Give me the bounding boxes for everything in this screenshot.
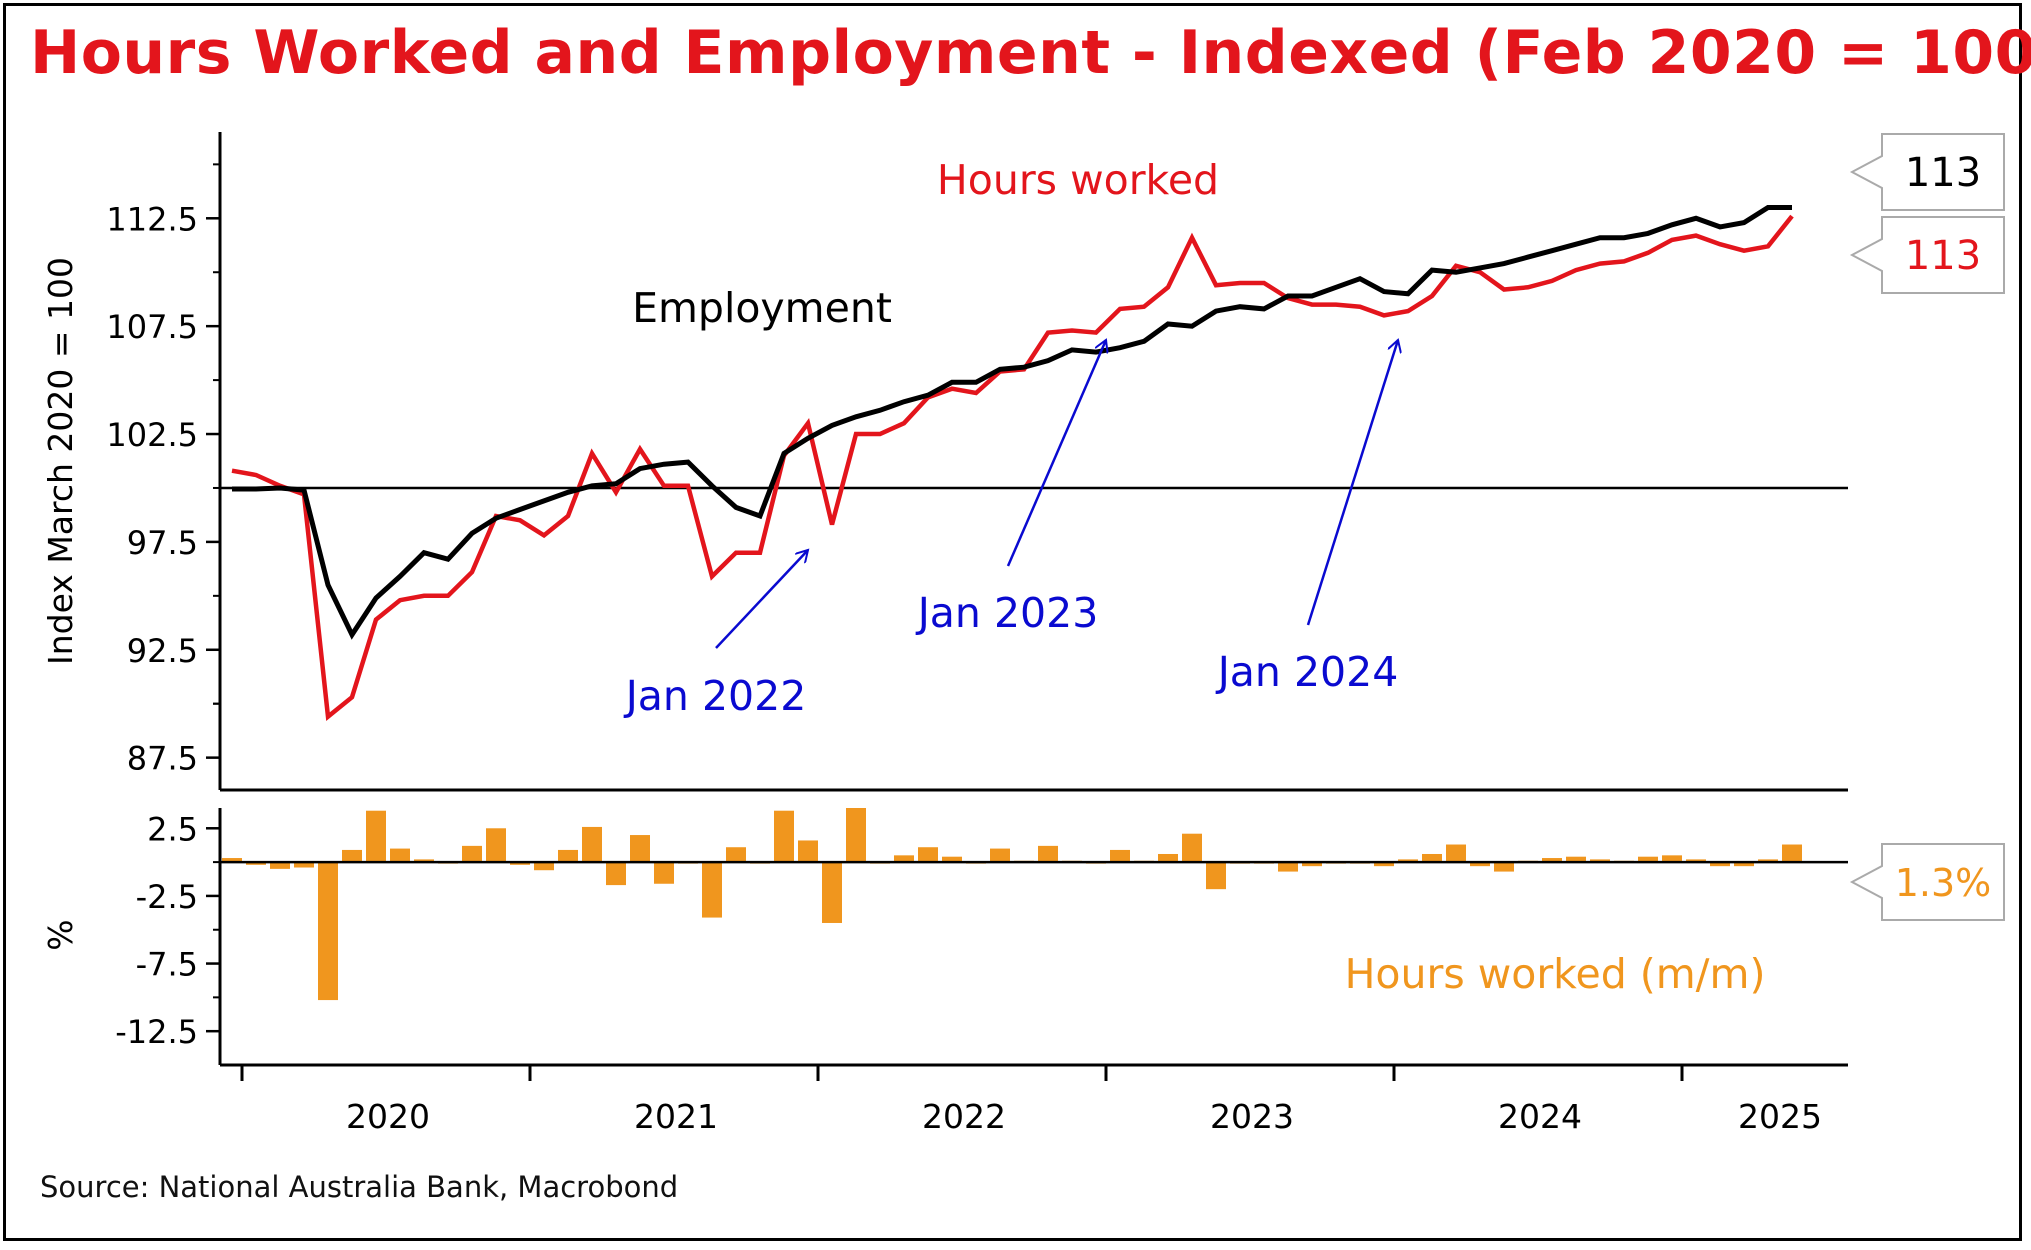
employment-end-label-box — [1849, 133, 2005, 211]
bar — [798, 840, 818, 863]
x-tick-label: 2021 — [634, 1097, 718, 1136]
bar — [1734, 862, 1754, 867]
bar — [942, 856, 962, 863]
bar — [1758, 859, 1778, 863]
jan-2024-arrow — [1306, 340, 1398, 626]
bar — [366, 810, 386, 863]
y-tick-label: 102.5 — [106, 416, 198, 454]
bar — [534, 862, 554, 871]
bar — [1158, 853, 1178, 863]
x-tick-label: 2025 — [1738, 1097, 1822, 1136]
bar — [1206, 862, 1226, 890]
x-tick-label: 2020 — [346, 1097, 430, 1136]
bar — [390, 848, 410, 863]
bar — [462, 845, 482, 863]
bar — [702, 862, 722, 918]
y-tick-label: 112.5 — [106, 200, 198, 238]
x-tick-label: 2024 — [1498, 1097, 1582, 1136]
jan-2022-label: Jan 2022 — [623, 672, 807, 720]
bar — [1110, 849, 1130, 863]
bar — [894, 855, 914, 863]
bar — [822, 862, 842, 923]
bar — [1662, 855, 1682, 863]
bar — [486, 828, 506, 863]
bar — [1422, 853, 1442, 863]
bar — [726, 847, 746, 863]
bar — [990, 848, 1010, 863]
employment-end-label-text: 113 — [1905, 150, 1981, 196]
bar — [606, 862, 626, 886]
main-panel: 87.5 92.5 97.5 102.5 107.5 112.5 Index March 2… — [41, 132, 2005, 792]
bar — [1038, 845, 1058, 863]
bar — [1686, 859, 1706, 863]
bar — [654, 862, 674, 884]
bar — [510, 862, 530, 865]
bar — [846, 808, 866, 863]
x-tick-label: 2022 — [922, 1097, 1006, 1136]
y-tick-label: 87.5 — [127, 740, 198, 778]
jan-2024-label: Jan 2024 — [1215, 648, 1399, 696]
y-tick-label: 92.5 — [127, 632, 198, 670]
employment-label: Employment — [632, 284, 892, 332]
bar — [1566, 856, 1586, 863]
hours-worked-label: Hours worked — [937, 156, 1219, 204]
x-tick-label: 2023 — [1210, 1097, 1294, 1136]
bar — [1398, 859, 1418, 863]
bar — [774, 810, 794, 863]
bar-y-tick-label: -2.5 — [136, 878, 198, 916]
hours-worked-end-label-box — [1849, 216, 2005, 294]
bar — [294, 862, 314, 868]
bar — [1710, 862, 1730, 867]
bar-y-tick-label: -12.5 — [115, 1013, 198, 1051]
bar — [1782, 844, 1802, 863]
x-axis: 2020 2021 2022 2023 2024 2025 — [240, 1065, 1822, 1136]
jan-2023-arrow — [1006, 340, 1106, 567]
bar — [918, 847, 938, 863]
source-note: Source: National Australia Bank, Macrobo… — [40, 1170, 679, 1204]
bar — [1374, 862, 1394, 867]
y-tick-label: 107.5 — [106, 308, 198, 346]
y-tick-label: 97.5 — [127, 524, 198, 562]
bar-panel: 2.5 -2.5 -7.5 -12.5% Hours worked (m/m) 1.3% — [41, 808, 2005, 1067]
bar — [1542, 858, 1562, 863]
bar — [342, 849, 362, 863]
bar — [246, 862, 266, 865]
bar — [414, 859, 434, 863]
bar-y-tick-label: 2.5 — [147, 810, 198, 848]
bar — [1494, 862, 1514, 872]
bar — [1446, 844, 1466, 863]
jan-2023-label: Jan 2023 — [915, 589, 1099, 637]
chart-title: Hours Worked and Employment - Indexed (F… — [30, 18, 2031, 88]
bar — [222, 858, 242, 863]
bar-series-label: Hours worked (m/m) — [1345, 950, 1766, 998]
bar — [1470, 862, 1490, 867]
chart-frame — [3, 3, 2022, 1241]
bar — [1638, 856, 1658, 863]
employment-line — [232, 205, 1792, 640]
bar — [1590, 859, 1610, 863]
bar — [1278, 862, 1298, 872]
bar — [270, 862, 290, 869]
bar-y-axis-label: % — [41, 919, 80, 950]
bar — [582, 826, 602, 863]
bar — [630, 835, 650, 863]
hours-worked-end-label-text: 113 — [1905, 233, 1981, 279]
bar — [1302, 862, 1322, 867]
bar — [1182, 833, 1202, 863]
bar — [318, 862, 338, 1001]
y-axis-label: Index March 2020 = 100 — [41, 257, 80, 665]
hours-worked-line — [231, 214, 1794, 721]
bar — [558, 849, 578, 863]
bar-y-tick-label: -7.5 — [136, 946, 198, 984]
bar-end-label-box — [1849, 843, 2005, 921]
bar-end-label-text: 1.3% — [1895, 861, 1992, 905]
jan-2022-arrow — [715, 550, 808, 649]
